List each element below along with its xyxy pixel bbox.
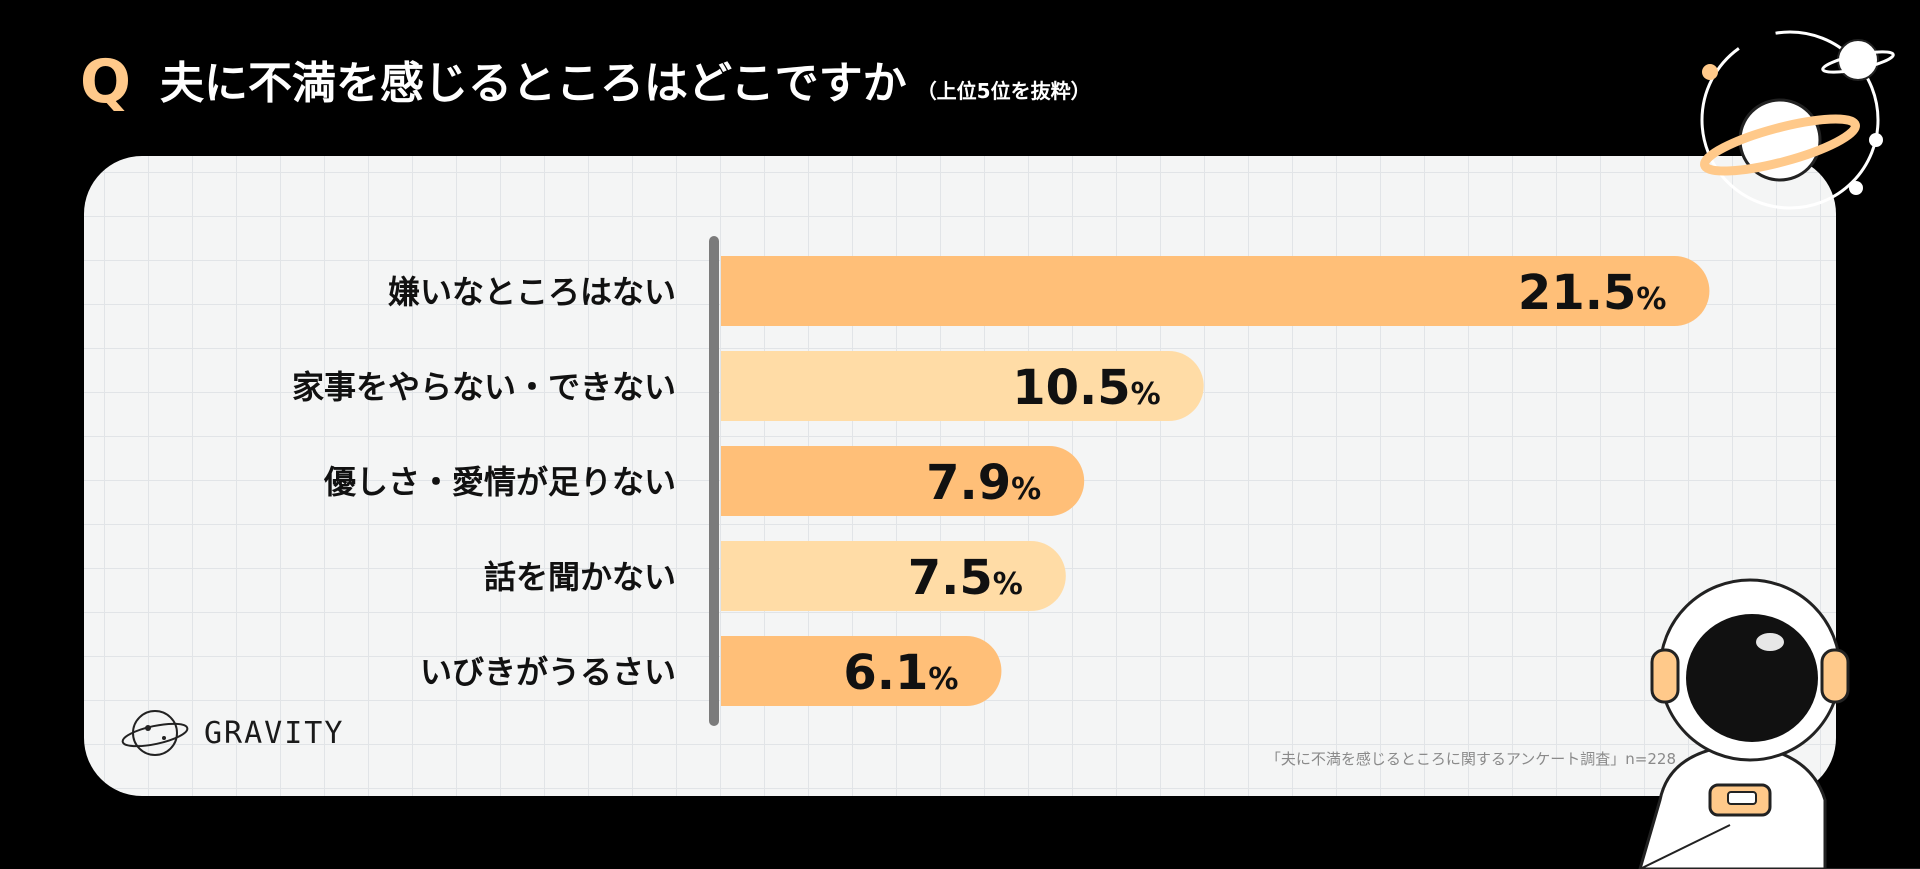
value-label: 7.5% [908, 550, 1023, 606]
value-unit: % [1636, 282, 1666, 317]
category-label: 話を聞かない [484, 558, 676, 596]
category-label: 優しさ・愛情が足りない [323, 463, 676, 501]
bar [721, 256, 1710, 326]
value-number: 7.9 [926, 455, 1011, 511]
value-number: 21.5 [1518, 265, 1636, 321]
title-text: 夫に不満を感じるところはどこですか [160, 58, 907, 109]
bar [721, 636, 1002, 706]
page-title: 夫に不満を感じるところはどこですか （上位5位を抜粋） [160, 56, 1091, 119]
value-unit: % [1011, 472, 1041, 507]
subtitle-text: （上位5位を抜粋） [916, 79, 1091, 103]
category-label: いびきがうるさい [420, 653, 676, 691]
value-number: 10.5 [1012, 360, 1130, 416]
planet-logo-icon [121, 710, 189, 756]
bar [721, 446, 1085, 516]
value-label: 7.9% [926, 455, 1041, 511]
bar [721, 351, 1204, 421]
planets-illustration-icon [1700, 30, 1895, 210]
axis-line [709, 236, 719, 726]
q-icon: Q [80, 47, 132, 117]
source-note: 「夫に不満を感じるところに関するアンケート調査」n=228 [1265, 750, 1676, 768]
value-unit: % [993, 567, 1023, 602]
chart-panel: 嫌いなところはない 21.5% 家事をやらない・できない 10.5% 優しさ・愛情が足り… [84, 156, 1836, 796]
value-label: 10.5% [1012, 360, 1161, 416]
value-unit: % [1131, 377, 1161, 412]
value-unit: % [928, 662, 958, 697]
category-label: 家事をやらない・できない [292, 368, 676, 406]
value-label: 6.1% [843, 645, 958, 701]
astronaut-illustration-icon [1638, 578, 1920, 869]
value-label: 21.5% [1518, 265, 1667, 321]
brand-logo: GRAVITY [120, 700, 344, 766]
category-label: 嫌いなところはない [388, 273, 676, 311]
value-number: 7.5 [908, 550, 993, 606]
value-number: 6.1 [843, 645, 928, 701]
bar-chart: 嫌いなところはない 21.5% 家事をやらない・できない 10.5% 優しさ・愛情が足り… [292, 236, 1710, 726]
bar [721, 541, 1066, 611]
brand-name: GRAVITY [204, 715, 345, 751]
